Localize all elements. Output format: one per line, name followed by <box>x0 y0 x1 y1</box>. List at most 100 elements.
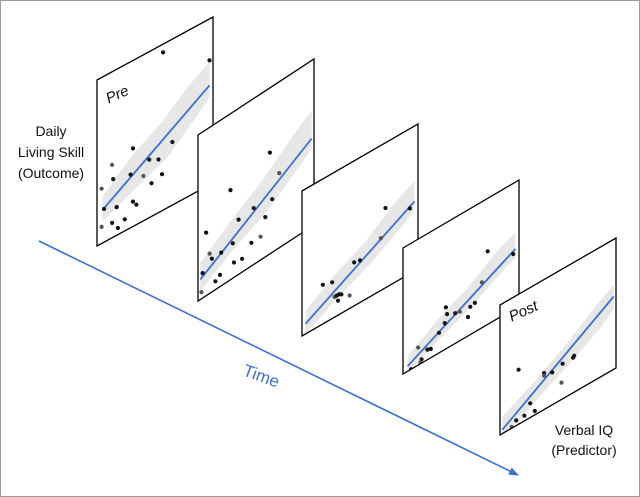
data-point <box>111 177 116 182</box>
data-point <box>209 256 214 261</box>
data-point <box>330 280 335 285</box>
outcome-label-line1: Daily <box>35 123 66 139</box>
data-point <box>240 256 245 261</box>
data-point <box>516 367 521 372</box>
predictor-label-line1: Verbal IQ <box>555 422 613 438</box>
confidence-band <box>407 232 516 374</box>
data-point <box>228 188 233 193</box>
data-point <box>230 241 235 246</box>
data-point <box>122 217 127 222</box>
data-point <box>317 335 322 336</box>
data-point <box>159 172 165 177</box>
predictor-label: Verbal IQ (Predictor) <box>551 422 616 458</box>
data-point <box>236 217 241 222</box>
panel-background <box>403 180 519 374</box>
data-point <box>571 355 576 360</box>
confidence-band <box>200 110 312 292</box>
data-point <box>156 157 161 162</box>
predictor-label-line2: (Predictor) <box>551 442 616 458</box>
data-point <box>532 408 537 414</box>
outcome-label: Daily Living Skill (Outcome) <box>18 123 84 181</box>
data-point <box>258 234 263 239</box>
data-point <box>219 250 224 255</box>
data-point <box>542 373 547 378</box>
data-point <box>277 171 282 176</box>
regression-line <box>199 137 313 281</box>
regression-line <box>102 84 211 211</box>
data-point <box>550 370 555 375</box>
data-point <box>453 311 458 316</box>
panel-background <box>500 238 616 435</box>
data-point <box>134 202 139 207</box>
data-point <box>249 240 254 245</box>
data-point <box>332 325 337 330</box>
data-point <box>528 401 533 406</box>
data-point <box>170 139 175 145</box>
data-point <box>101 206 107 212</box>
data-point <box>213 279 218 284</box>
data-point <box>115 225 120 231</box>
data-point <box>472 300 477 305</box>
confidence-band <box>102 62 210 222</box>
data-point <box>130 146 136 151</box>
data-point <box>99 224 104 229</box>
data-point <box>217 272 223 277</box>
data-point <box>307 344 311 348</box>
data-point <box>419 357 424 362</box>
regression-line <box>501 295 615 431</box>
data-point <box>339 292 344 297</box>
data-point <box>442 321 447 326</box>
data-point <box>141 173 146 179</box>
data-point <box>263 215 268 220</box>
data-point <box>443 305 448 310</box>
data-point <box>357 258 363 263</box>
data-point <box>445 312 450 317</box>
data-point <box>207 251 212 256</box>
data-point <box>457 309 462 314</box>
data-point <box>465 314 471 320</box>
data-point <box>485 249 490 254</box>
data-point <box>378 236 383 241</box>
panel-border <box>499 236 617 437</box>
data-point <box>352 260 357 265</box>
scatter-panels: Pre Post <box>96 15 617 437</box>
data-point <box>207 58 212 63</box>
data-point <box>347 293 352 298</box>
regression-line <box>304 200 416 325</box>
data-point <box>559 380 564 385</box>
data-point <box>344 312 349 317</box>
data-point <box>130 199 136 204</box>
data-point <box>468 304 473 309</box>
data-point <box>320 282 325 287</box>
data-point <box>114 205 119 210</box>
data-point <box>522 426 527 431</box>
data-point <box>335 298 341 303</box>
data-point <box>436 330 442 335</box>
data-point <box>110 220 115 225</box>
data-point <box>110 162 115 167</box>
time-arrow <box>38 240 519 476</box>
data-point <box>161 50 166 55</box>
data-point <box>479 280 484 285</box>
scatter-panel-p3 <box>301 122 419 348</box>
data-point <box>407 206 412 211</box>
data-point <box>267 150 272 155</box>
data-point <box>128 172 133 177</box>
data-point <box>511 251 516 257</box>
data-point <box>149 181 154 186</box>
outcome-label-line3: (Outcome) <box>18 165 84 181</box>
data-point <box>504 432 510 435</box>
time-label: Time <box>241 361 282 392</box>
data-point <box>270 197 275 202</box>
regression-line <box>406 248 517 367</box>
data-point <box>416 345 421 350</box>
data-point <box>514 418 519 423</box>
data-point <box>251 206 256 211</box>
scatter-panel-pre: Pre <box>96 15 214 248</box>
scatter-panel-p2 <box>197 57 315 303</box>
data-point <box>99 186 104 191</box>
scatter-panel-post: Post <box>499 236 617 437</box>
data-point <box>231 260 237 265</box>
